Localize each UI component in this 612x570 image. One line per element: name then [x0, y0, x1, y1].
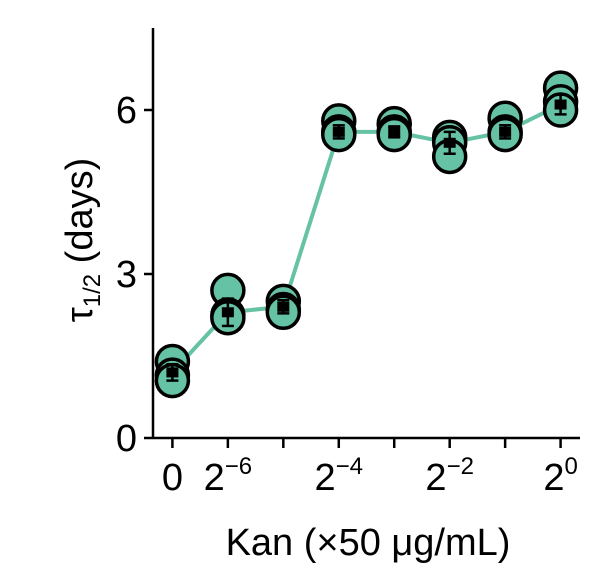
mean-marker: [388, 126, 401, 137]
y-tick-label: 6: [116, 90, 137, 132]
mean-marker: [554, 99, 567, 110]
mean-marker: [221, 307, 234, 318]
y-axis-title-sub: 1/2: [79, 274, 106, 307]
y-ticks: 0 3 6: [116, 90, 153, 460]
series-layer: [154, 70, 579, 399]
x-tick-label: 2−4: [315, 453, 364, 499]
axes: [151, 28, 580, 440]
x-tick-label: 0: [162, 457, 183, 499]
mean-marker: [166, 367, 179, 378]
mean-marker: [332, 126, 345, 137]
x-ticks: 0 2−6 2−4 2−2 20: [162, 438, 578, 499]
x-axis-title: Kan (×50 μg/mL): [226, 522, 511, 564]
x-tick-label: 2−6: [204, 453, 253, 499]
y-axis-title: τ1/2 (days): [59, 158, 106, 323]
y-tick-label: 3: [116, 254, 137, 296]
mean-marker: [277, 301, 290, 312]
y-axis-title-rest: (days): [59, 158, 101, 274]
y-tick-label: 0: [116, 418, 137, 460]
y-axis-title-main: τ: [59, 307, 101, 322]
x-tick-label: 2−2: [425, 453, 474, 499]
mean-marker: [499, 126, 512, 137]
x-tick-label: 20: [543, 453, 578, 499]
mean-marker: [443, 137, 456, 148]
